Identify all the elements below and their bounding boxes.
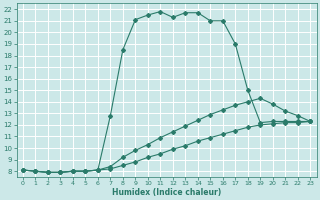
X-axis label: Humidex (Indice chaleur): Humidex (Indice chaleur) (112, 188, 221, 197)
